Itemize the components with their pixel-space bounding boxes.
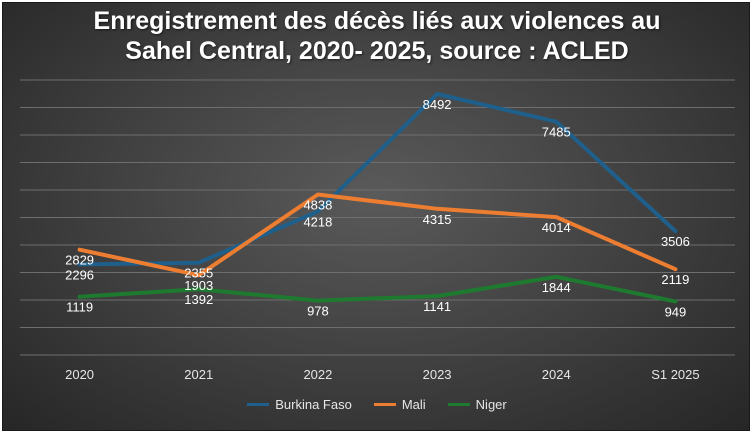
legend-item: Niger xyxy=(447,397,507,412)
chart-title-line-2: Sahel Central, 2020- 2025, source : ACLE… xyxy=(125,37,629,65)
chart-frame xyxy=(2,2,750,431)
legend-swatch xyxy=(247,403,270,406)
legend-swatch xyxy=(447,403,470,406)
x-tick-label: 2022 xyxy=(303,367,332,382)
data-label-burkina-faso: 2296 xyxy=(65,267,94,282)
x-tick-label: S1 2025 xyxy=(651,367,699,382)
series-line-burkina-faso xyxy=(77,92,678,267)
data-label-mali: 2829 xyxy=(65,253,94,268)
data-label-mali: 4315 xyxy=(423,212,452,227)
data-label-mali: 4014 xyxy=(542,220,571,235)
series-line-niger xyxy=(77,274,678,304)
data-label-niger: 1141 xyxy=(423,299,451,314)
data-label-niger: 978 xyxy=(307,304,329,319)
chart-title-line-1: Enregistrement des décès liés aux violen… xyxy=(93,7,661,35)
legend-item: Mali xyxy=(373,397,426,412)
data-label-burkina-faso: 8492 xyxy=(423,97,452,112)
legend-label: Mali xyxy=(401,397,426,412)
data-label-mali: 1903 xyxy=(184,278,213,293)
data-label-niger: 1119 xyxy=(66,300,93,315)
x-tick-label: 2023 xyxy=(423,367,452,382)
legend-swatch xyxy=(373,403,396,406)
series-line-mali xyxy=(77,192,678,278)
data-label-burkina-faso: 2355 xyxy=(184,266,213,281)
x-tick-label: 2024 xyxy=(542,367,571,382)
legend-item: Burkina Faso xyxy=(247,397,352,412)
chart-legend: Burkina Faso Mali Niger xyxy=(0,397,754,412)
legend-label: Niger xyxy=(475,397,507,412)
data-label-mali: 2119 xyxy=(661,272,689,287)
data-label-burkina-faso: 3506 xyxy=(661,234,690,249)
x-tick-label: 2020 xyxy=(65,367,94,382)
x-tick-label: 2021 xyxy=(184,367,213,382)
legend-label: Burkina Faso xyxy=(275,397,352,412)
data-label-burkina-faso: 7485 xyxy=(542,125,571,140)
data-label-niger: 1844 xyxy=(542,280,571,295)
data-label-niger: 949 xyxy=(665,304,687,319)
data-label-niger: 1392 xyxy=(184,292,213,307)
data-label-burkina-faso: 4218 xyxy=(303,215,332,230)
data-label-mali: 4838 xyxy=(303,197,332,212)
